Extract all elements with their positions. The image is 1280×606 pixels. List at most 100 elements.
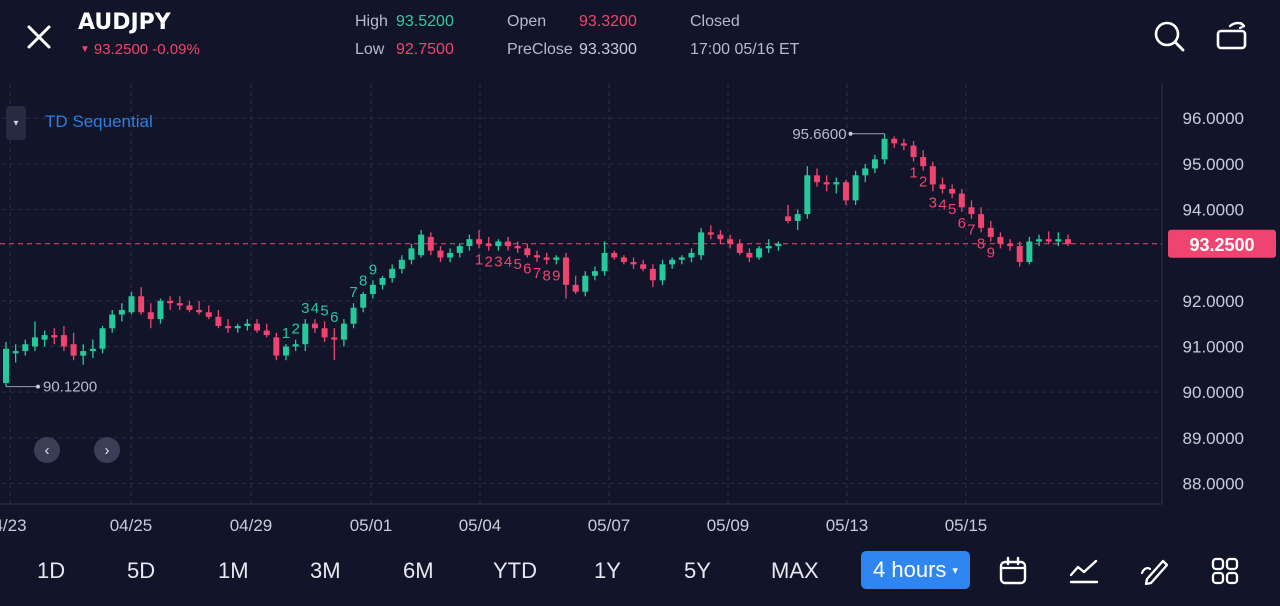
candle-body — [89, 348, 96, 352]
candle-body — [756, 248, 763, 258]
candle-body — [949, 189, 956, 194]
candlestick-chart[interactable]: 96.0000 95.0000 94.0000 92.0000 91.0000 90.00… — [0, 84, 1280, 536]
candle-body — [196, 309, 203, 313]
candle-body — [128, 296, 135, 313]
scroll-left-button[interactable]: ‹ — [34, 437, 60, 463]
candle-body — [31, 337, 38, 347]
candle-body — [804, 175, 811, 215]
search-icon[interactable] — [1151, 18, 1187, 54]
last-price-label: 93.2500 — [1189, 235, 1254, 255]
candle-body — [1045, 239, 1052, 242]
interval-dropdown[interactable]: 4 hours ▾ — [861, 551, 970, 589]
y-tick-label: 88.0000 — [1183, 474, 1244, 493]
candle-body — [871, 159, 878, 169]
x-tick-label: 05/07 — [588, 516, 631, 535]
timeframe-5y[interactable]: 5Y — [684, 558, 711, 583]
candle-body — [630, 262, 637, 265]
candle-body — [186, 305, 193, 310]
candle-body — [138, 296, 145, 313]
td-count-label: 5 — [320, 302, 328, 319]
timeframe-1d[interactable]: 1D — [37, 558, 66, 583]
x-tick-label: 05/13 — [826, 516, 869, 535]
low-label: Low — [355, 41, 385, 58]
candle-body — [389, 268, 396, 279]
x-tick-label: 4/23 — [0, 516, 27, 535]
candle-body — [408, 248, 415, 260]
candle-body — [524, 248, 531, 256]
timeframe-1y[interactable]: 1Y — [594, 558, 621, 583]
candle-body — [360, 294, 367, 308]
timeframe-5d[interactable]: 5D — [127, 558, 156, 583]
candle-body — [176, 303, 183, 306]
price-change: ▼ 93.2500 -0.09% — [80, 41, 200, 58]
candle-body — [292, 344, 299, 347]
candle-body — [398, 259, 405, 269]
td-count-label: 2 — [291, 321, 299, 338]
candle-body — [920, 157, 927, 167]
candle-body — [456, 246, 463, 253]
indicator-td-sequential[interactable]: TD Sequential — [45, 112, 153, 131]
candle-body — [852, 175, 859, 201]
candle-body — [331, 337, 338, 340]
candle-body — [1036, 239, 1043, 242]
td-count-label: 8 — [359, 273, 367, 290]
candle-body — [591, 271, 598, 276]
candle-body — [765, 246, 772, 249]
indicator-line-icon[interactable] — [1068, 555, 1100, 587]
x-tick-label: 04/25 — [110, 516, 153, 535]
candle-body — [476, 239, 483, 244]
candle-body — [167, 300, 174, 304]
candle-body — [794, 214, 801, 221]
candle-body — [929, 166, 936, 185]
timeframe-1m[interactable]: 1M — [218, 558, 249, 583]
td-count-label: 9 — [369, 261, 377, 278]
candle-body — [311, 323, 318, 329]
candle-body — [727, 239, 734, 244]
low-value: 92.7500 — [396, 41, 454, 58]
timeframe-max[interactable]: MAX — [771, 558, 819, 583]
candle-body — [60, 335, 67, 347]
preclose-label: PreClose — [507, 41, 573, 58]
candle-body — [80, 351, 87, 356]
timeframe-3m[interactable]: 3M — [310, 558, 341, 583]
candle-body — [891, 138, 898, 144]
candle-body — [688, 252, 695, 258]
timeframe-ytd[interactable]: YTD — [493, 558, 537, 583]
td-count-label: 5 — [948, 201, 956, 218]
candle-body — [900, 143, 907, 146]
candle-body — [302, 323, 309, 345]
market-status: Closed — [690, 13, 740, 30]
timeframe-6m[interactable]: 6M — [403, 558, 434, 583]
candle-body — [562, 257, 569, 285]
candle-body — [147, 312, 154, 320]
candle-body — [746, 252, 753, 258]
draw-pen-icon[interactable] — [1139, 555, 1171, 587]
y-tick-label: 89.0000 — [1183, 429, 1244, 448]
candle-body — [1026, 241, 1033, 263]
candle-body — [910, 145, 917, 158]
quote-header: AUDJPY ▼ 93.2500 -0.09% High 93.5200 Low… — [0, 0, 1280, 84]
high-marker-label: 95.6600 — [792, 126, 846, 143]
candle-body — [736, 243, 743, 253]
open-label: Open — [507, 13, 547, 30]
candle-body — [466, 239, 473, 247]
td-count-label: 9 — [987, 245, 995, 262]
candle-body — [601, 252, 608, 272]
candle-body — [51, 335, 58, 338]
rotate-screen-icon[interactable] — [1214, 18, 1250, 54]
grid-apps-icon[interactable] — [1209, 555, 1241, 587]
y-tick-label: 96.0000 — [1183, 109, 1244, 128]
x-tick-label: 05/01 — [350, 516, 393, 535]
candle-body — [987, 227, 994, 237]
td-count-label: 7 — [533, 265, 541, 282]
chart-area[interactable]: 96.0000 95.0000 94.0000 92.0000 91.0000 90.00… — [0, 84, 1280, 536]
session-time: 17:00 05/16 ET — [690, 41, 800, 58]
candle-body — [978, 214, 985, 228]
candle-body — [282, 346, 289, 356]
x-tick-label: 04/29 — [230, 516, 273, 535]
indicator-collapse-button[interactable]: ▾ — [6, 106, 26, 140]
close-icon[interactable] — [22, 20, 56, 54]
scroll-right-button[interactable]: › — [94, 437, 120, 463]
candle-body — [707, 232, 714, 235]
calendar-icon[interactable] — [997, 555, 1029, 587]
